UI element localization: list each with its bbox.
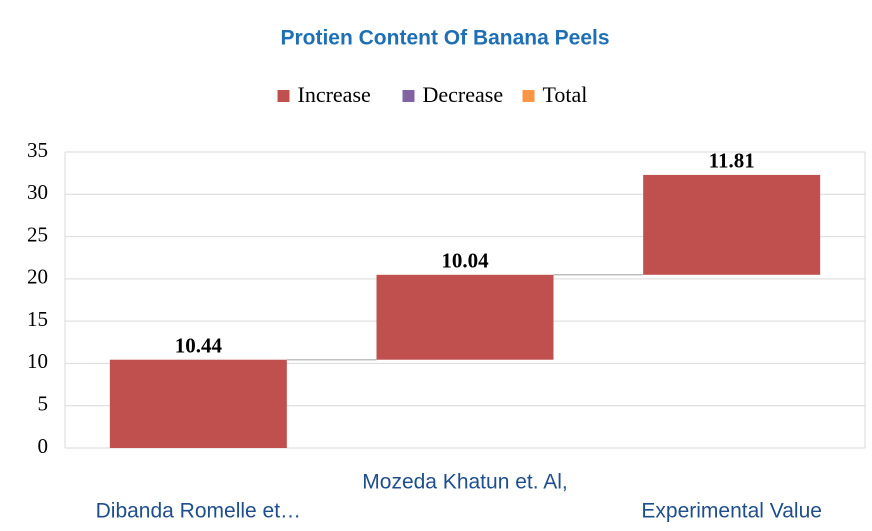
y-tick-label: 0 — [38, 434, 49, 458]
x-tick-label: Experimental Value — [641, 500, 822, 523]
data-label: 10.04 — [441, 249, 489, 273]
data-label: 11.81 — [709, 149, 755, 173]
data-label: 10.44 — [175, 334, 223, 358]
y-tick-label: 10 — [27, 349, 48, 373]
x-tick-label: Dibanda Romelle et… — [96, 500, 301, 523]
bar — [376, 274, 554, 360]
legend-label: Decrease — [423, 82, 504, 107]
bar — [109, 359, 287, 448]
y-tick-label: 25 — [27, 222, 48, 246]
legend-swatch — [522, 90, 535, 102]
bar — [643, 174, 821, 275]
chart-title: Protien Content Of Banana Peels — [280, 27, 609, 50]
x-tick-label: Mozeda Khatun et. Al, — [362, 471, 567, 494]
legend-label: Increase — [298, 82, 371, 107]
legend-swatch — [277, 90, 290, 102]
y-tick-label: 5 — [38, 392, 49, 416]
y-tick-label: 35 — [27, 138, 48, 162]
legend-swatch — [402, 90, 415, 102]
y-tick-label: 30 — [27, 180, 48, 204]
legend-label: Total — [543, 82, 588, 107]
y-tick-label: 15 — [27, 307, 48, 331]
y-tick-label: 20 — [27, 265, 48, 289]
